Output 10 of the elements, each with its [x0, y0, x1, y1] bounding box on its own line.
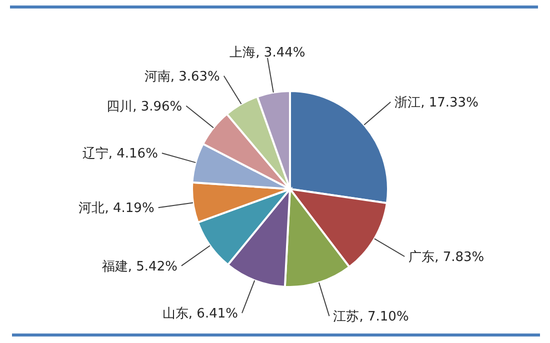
- slice-label: 福建, 5.42%: [102, 259, 178, 274]
- slice-label: 山东, 6.41%: [162, 306, 238, 322]
- slice-label: 广东, 7.83%: [408, 250, 484, 266]
- slice-label: 辽宁, 4.16%: [82, 146, 158, 162]
- slice-label: 江苏, 7.10%: [333, 310, 409, 325]
- slice-label: 浙江, 17.33%: [394, 96, 478, 111]
- slice-label: 上海, 3.44%: [230, 45, 306, 60]
- slice-label: 河南, 3.63%: [144, 69, 220, 84]
- slice-label: 河北, 4.19%: [78, 201, 154, 216]
- slice-label: 四川, 3.96%: [106, 99, 182, 114]
